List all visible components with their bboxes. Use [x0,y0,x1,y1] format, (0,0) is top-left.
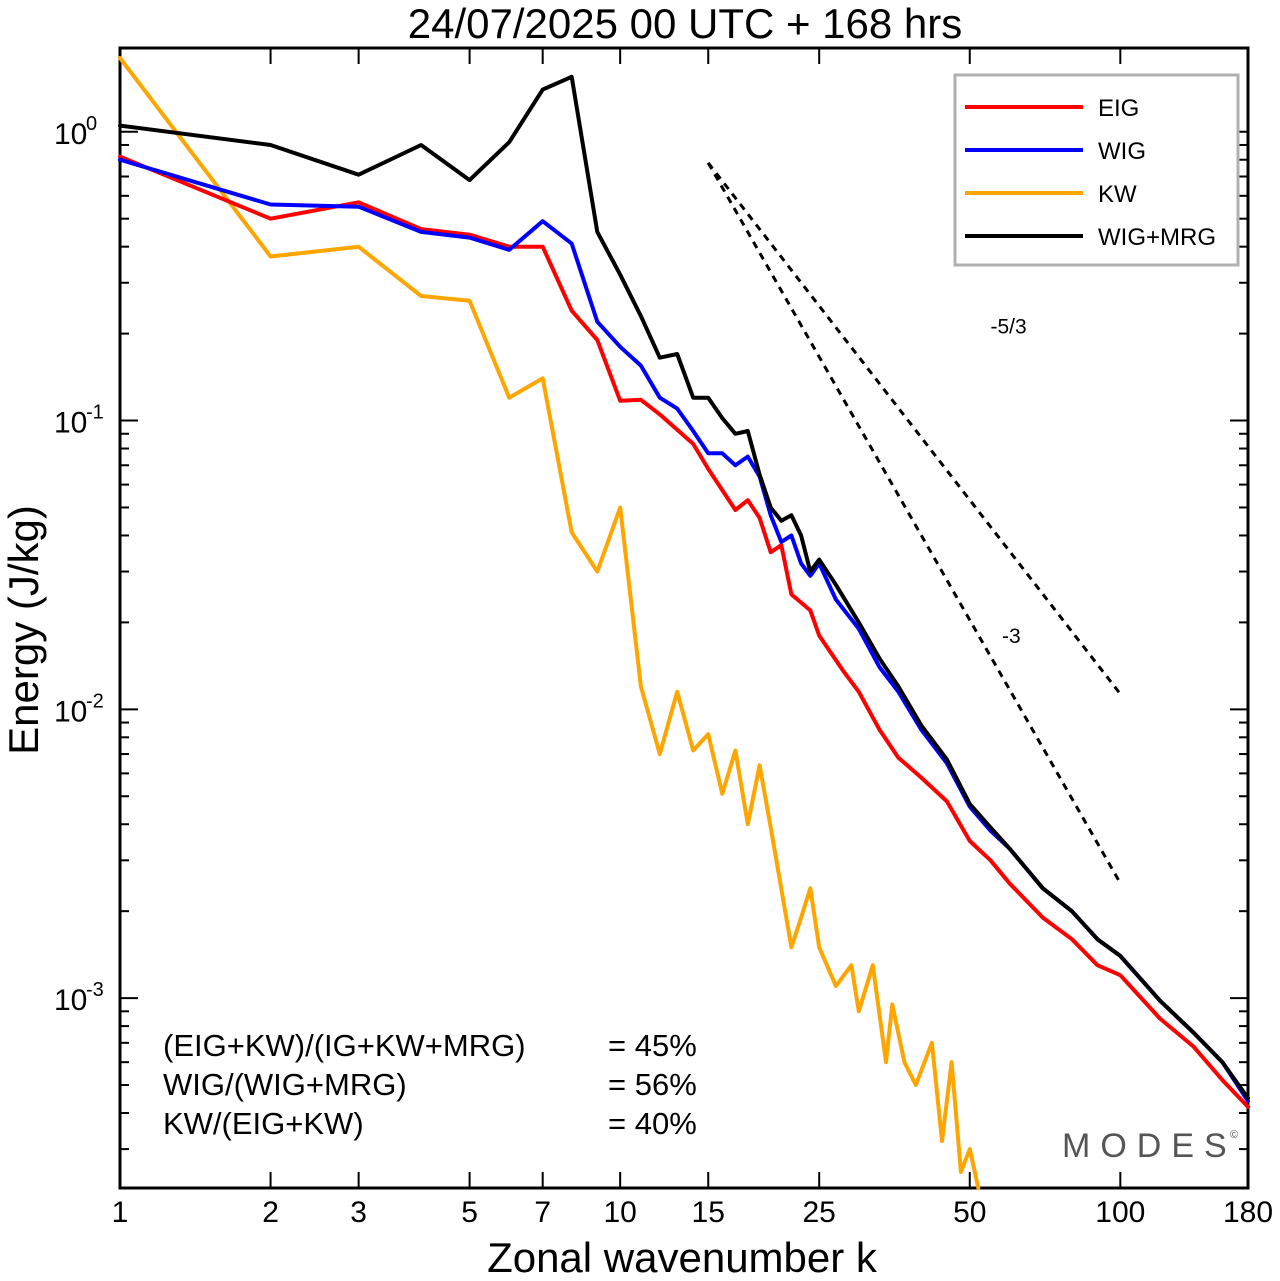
x-tick-label-50: 50 [953,1196,986,1229]
stat-value: = 56% [608,1067,697,1102]
x-tick-label-100: 100 [1095,1196,1145,1229]
modes-brand-text: MODES [1062,1127,1237,1165]
y-tick-exp: -2 [86,690,104,712]
reference-label--3: -3 [1002,625,1021,648]
slope-reference-lines: -5/3 -3 [706,161,1122,884]
x-tick-label-5: 5 [461,1196,478,1229]
y-axis-label: Energy (J/kg) [0,505,47,755]
y-tick-exp: -1 [86,402,104,424]
stat-label: KW/(EIG+KW) [163,1106,364,1141]
y-tick-exp: 0 [86,113,97,135]
x-tick-label-15: 15 [692,1196,725,1229]
legend-label-eig: EIG [1098,95,1139,122]
y-tick-exp: -3 [86,979,104,1001]
series-line-eig [118,154,1250,1109]
reference-line-slope--3 [706,162,1122,884]
y-tick-base: 10 [54,984,87,1017]
data-series [118,56,1250,1190]
series-line-wig [118,157,1250,1104]
reference-label--5/3: -5/3 [990,316,1026,339]
x-tick-label-2: 2 [262,1196,279,1229]
copyright-mark: © [1230,1129,1238,1141]
x-tick-label-1: 1 [112,1196,129,1229]
x-tick-label-10: 10 [603,1196,636,1229]
y-tick-base: 10 [54,118,87,151]
series-line-kw [118,56,981,1190]
y-tick-label-1e0: 100 [54,113,97,151]
y-tick-label-1e-1: 10-1 [54,402,104,440]
y-tick-label-1e-3: 10-3 [54,979,104,1017]
modes-logo: MODES © [1062,1127,1238,1165]
stat-value: = 45% [608,1028,697,1063]
x-tick-labels: 1 2 3 5 7 10 15 25 50 100 180 [112,1196,1273,1229]
stat-label: (EIG+KW)/(IG+KW+MRG) [163,1028,526,1063]
chart-title: 24/07/2025 00 UTC + 168 hrs [408,0,963,47]
series-line-wig-plus-mrg [118,74,1250,1101]
stat-value: = 40% [608,1106,697,1141]
axis-ticks [119,48,1249,1188]
legend-label-wig: WIG [1098,138,1146,165]
stats-block: (EIG+KW)/(IG+KW+MRG) = 45% WIG/(WIG+MRG) = … [163,1028,697,1141]
plot-frame [118,46,1250,1190]
x-tick-label-7: 7 [534,1196,551,1229]
x-tick-label-180: 180 [1223,1196,1273,1229]
legend: EIG WIG KW WIG+MRG [953,73,1240,267]
x-tick-label-25: 25 [803,1196,836,1229]
reference-line-slope--5/3 [707,161,1122,695]
x-axis-label: Zonal wavenumber k [487,1234,878,1281]
stat-label: WIG/(WIG+MRG) [163,1067,407,1102]
y-tick-base: 10 [54,407,87,440]
x-tick-label-3: 3 [350,1196,367,1229]
y-tick-base: 10 [54,695,87,728]
y-tick-label-1e-2: 10-2 [54,690,104,728]
legend-label-wig-plus-mrg: WIG+MRG [1098,224,1216,251]
legend-label-kw: KW [1098,181,1137,208]
